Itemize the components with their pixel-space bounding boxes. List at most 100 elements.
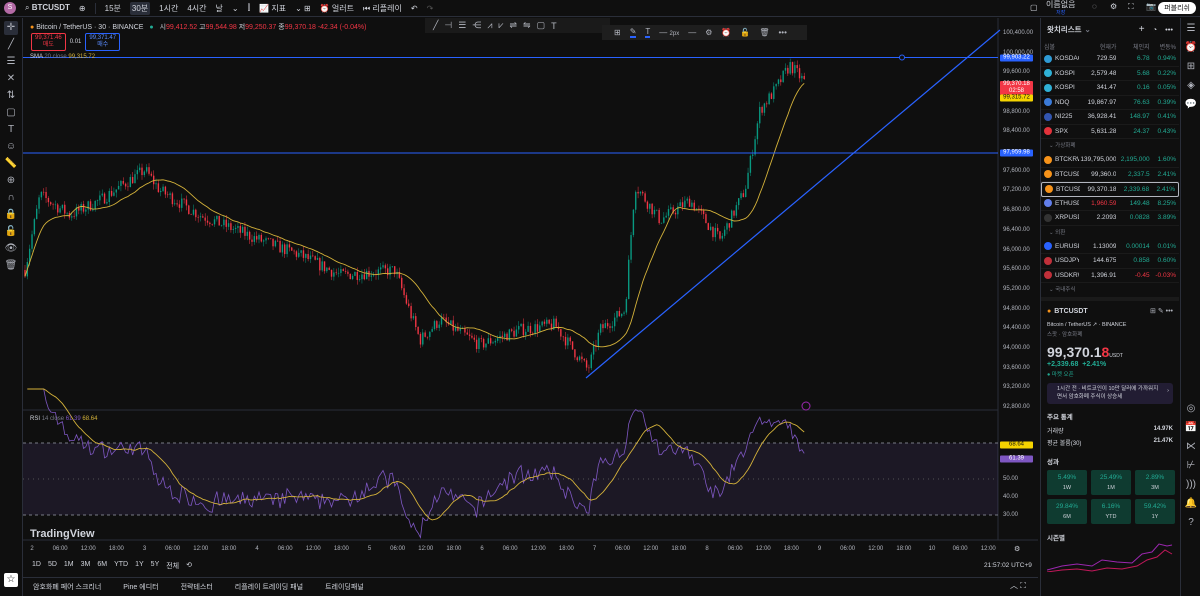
watchlist-row[interactable]: KOSPI 2,579.48 5.68 0.22% bbox=[1041, 67, 1179, 81]
crosshair-icon[interactable]: ✛ bbox=[4, 21, 18, 35]
watchlist-section[interactable]: ⌄ 국내주식 bbox=[1049, 287, 1076, 293]
trash-icon[interactable]: 🗑 bbox=[4, 260, 18, 271]
buy-button[interactable]: 99,371.47 매수 bbox=[85, 33, 121, 51]
range-button-5d[interactable]: 5D bbox=[47, 561, 57, 568]
trend-line-icon[interactable]: ╱ bbox=[433, 20, 439, 30]
range-button-1d[interactable]: 1D bbox=[32, 561, 41, 568]
fullscreen-icon[interactable]: ⛶ bbox=[1128, 2, 1134, 11]
watchlist-row[interactable]: USDJPY 144.675 0.858 0.60% bbox=[1041, 254, 1179, 269]
bottom-tab[interactable]: 트레이딩패널 bbox=[325, 584, 364, 591]
pattern-icon[interactable]: ✕ bbox=[6, 73, 16, 84]
layout-icon[interactable]: ▢ bbox=[1030, 3, 1038, 12]
event-marker-icon[interactable] bbox=[801, 401, 811, 411]
zoom-icon[interactable]: ⊕ bbox=[6, 175, 16, 186]
watchlist-row[interactable]: EURUSD 1.13009 0.00014 0.01% bbox=[1041, 240, 1179, 254]
alarm-icon[interactable]: ⏰ bbox=[1184, 42, 1198, 53]
text-color-icon[interactable]: T bbox=[645, 27, 651, 38]
watchlist-row[interactable]: ETHUSD 1,960.59 149.48 8.25% bbox=[1041, 197, 1179, 211]
object-tree-icon[interactable]: ⊞ bbox=[1186, 61, 1196, 72]
add-symbol-icon[interactable]: ⊕ bbox=[78, 3, 86, 13]
settings-icon[interactable]: ⚙ bbox=[1110, 2, 1118, 11]
detail-symbol[interactable]: BTCUSDT bbox=[1054, 307, 1088, 315]
elliott-icon[interactable]: ⩗ bbox=[498, 20, 504, 30]
chart-canvas[interactable] bbox=[0, 0, 1040, 596]
lock-drawing-icon[interactable]: 🔒 bbox=[4, 209, 18, 220]
collapse-panel-icon[interactable]: ︿ ⛶ bbox=[1010, 581, 1026, 590]
layout-name[interactable]: 이름없음 저장 bbox=[1046, 0, 1076, 17]
horizontal-ray-icon[interactable]: ⊣ bbox=[444, 20, 453, 30]
interval-1h[interactable]: 1시간 bbox=[159, 3, 179, 13]
drawing-handle[interactable] bbox=[899, 54, 905, 61]
target-icon[interactable]: ◎ bbox=[1186, 403, 1196, 414]
template-icon[interactable]: ⊞ bbox=[614, 28, 621, 37]
watchlist-row[interactable]: NI225 36,928.41 148.97 0.41% bbox=[1041, 110, 1179, 125]
watchlist-section[interactable]: ⌄ 가상화폐 bbox=[1049, 143, 1076, 149]
date-range-icon[interactable]: ⟲ bbox=[186, 562, 192, 569]
more-icon[interactable]: ••• bbox=[778, 28, 787, 37]
range-button-1y[interactable]: 1Y bbox=[135, 561, 144, 568]
indicators-button[interactable]: 📈 지표 bbox=[259, 3, 287, 13]
advanced-view-icon[interactable]: ◔ bbox=[1152, 24, 1158, 34]
date-range-icon[interactable]: ⇌ bbox=[509, 20, 518, 30]
strategy-icon[interactable]: ⋉ bbox=[1186, 441, 1196, 452]
watchlist-row[interactable]: USDKRW 1,396.91 -0.45 -0.03% bbox=[1041, 269, 1179, 283]
options-icon[interactable]: ⊬ bbox=[1186, 460, 1196, 471]
calendar-icon[interactable]: 📅 bbox=[1184, 422, 1198, 433]
range-button-전체[interactable]: 전체 bbox=[166, 563, 180, 570]
rsi-legend[interactable]: RSI 14 close 61.39 68.64 bbox=[30, 416, 98, 422]
sma-legend[interactable]: SMA 20 close 99,315.72 bbox=[30, 54, 96, 60]
bottom-tab[interactable]: Pine 에디터 bbox=[123, 584, 159, 591]
quick-search-icon[interactable]: ◌ bbox=[1092, 2, 1097, 11]
help-icon[interactable]: ? bbox=[1188, 517, 1194, 528]
alert-button[interactable]: ⏰ 얼러트 bbox=[319, 3, 354, 13]
bottom-tab[interactable]: 전략테스터 bbox=[180, 584, 213, 591]
lock-icon[interactable]: 🔓 bbox=[740, 28, 751, 37]
watchlist-row[interactable]: XRPUSD 2.2093 0.0828 3.89% bbox=[1041, 211, 1179, 226]
bell-icon[interactable]: 🔔 bbox=[1184, 498, 1198, 509]
projection-icon[interactable]: ⇅ bbox=[6, 90, 16, 101]
text-icon[interactable]: T bbox=[551, 20, 557, 31]
favorites-star-icon[interactable]: ☆ bbox=[4, 573, 18, 587]
trend-line-drawing[interactable] bbox=[585, 29, 1001, 379]
magnet-icon[interactable]: ∩ bbox=[7, 192, 15, 203]
rectangle-icon[interactable]: ▢ bbox=[6, 107, 16, 118]
redo-icon[interactable]: ↷ bbox=[426, 3, 434, 13]
watchlist-row[interactable]: NDQ 19,867.97 76.63 0.39% bbox=[1041, 96, 1179, 110]
line-width-button[interactable]: — 2px bbox=[659, 28, 680, 37]
symbol-title[interactable]: Bitcoin / TetherUS · 30 · BINANCE bbox=[36, 24, 144, 31]
emoji-icon[interactable]: ☺ bbox=[5, 141, 17, 152]
watchlist-section[interactable]: ⌄ 외환 bbox=[1049, 229, 1066, 236]
interval-day[interactable]: 날 bbox=[215, 3, 223, 13]
chevron-down-icon[interactable]: ⌄ bbox=[231, 3, 239, 13]
axis-settings-icon[interactable]: ⚙ bbox=[1014, 546, 1021, 553]
watchlist-row[interactable]: KOSDAQ 729.59 6.78 0.94% bbox=[1041, 52, 1179, 67]
templates-icon[interactable]: ⌄ ⊞ bbox=[295, 3, 311, 13]
performance-cell-ytd[interactable]: 6.16% YTD bbox=[1091, 499, 1131, 524]
bottom-tab[interactable]: 암호화폐 페어 스크리너 bbox=[33, 584, 102, 591]
performance-cell-1y[interactable]: 59.42% 1Y bbox=[1135, 499, 1175, 524]
text-icon[interactable]: T bbox=[7, 124, 15, 135]
settings-icon[interactable]: ⚙ bbox=[705, 28, 713, 37]
bottom-tab[interactable]: 리플레이 트레이딩 패널 bbox=[234, 584, 304, 591]
range-button-ytd[interactable]: YTD bbox=[114, 561, 129, 568]
eye-icon[interactable]: 👁 bbox=[4, 243, 18, 254]
stream-icon[interactable]: ))) bbox=[1186, 479, 1196, 490]
performance-cell-3m[interactable]: 2.89% 3M bbox=[1135, 470, 1175, 495]
lock-icon[interactable]: 🔓 bbox=[4, 226, 18, 237]
range-button-5y[interactable]: 5Y bbox=[150, 561, 160, 568]
symbol-search[interactable]: ⌕ BTCUSDT bbox=[25, 3, 70, 12]
watchlist-icon[interactable]: ☰ bbox=[1186, 23, 1196, 34]
range-button-6m[interactable]: 6M bbox=[97, 561, 108, 568]
watchlist-row[interactable]: BTCUSDT 99,370.18 2,339.68 2.41% bbox=[1041, 182, 1179, 197]
layers-icon[interactable]: ◈ bbox=[1187, 80, 1195, 91]
replay-button[interactable]: ⏮ 리플레이 bbox=[362, 3, 402, 13]
performance-cell-1w[interactable]: 5.49% 1W bbox=[1047, 470, 1087, 495]
watchlist-title[interactable]: 왓치리스트 bbox=[1047, 24, 1082, 34]
fib-icon[interactable]: ☰ bbox=[6, 56, 16, 67]
performance-cell-6m[interactable]: 29.84% 6M bbox=[1047, 499, 1087, 524]
seasonals-chart[interactable] bbox=[1046, 542, 1177, 573]
undo-icon[interactable]: ↶ bbox=[410, 3, 418, 13]
trash-icon[interactable]: 🗑 bbox=[759, 28, 770, 37]
pattern-icon[interactable]: ⩘ bbox=[487, 20, 493, 30]
chart-type-icon[interactable]: ⫿ bbox=[247, 3, 251, 12]
